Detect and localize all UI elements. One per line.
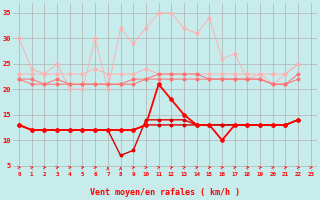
- X-axis label: Vent moyen/en rafales ( km/h ): Vent moyen/en rafales ( km/h ): [90, 188, 240, 197]
